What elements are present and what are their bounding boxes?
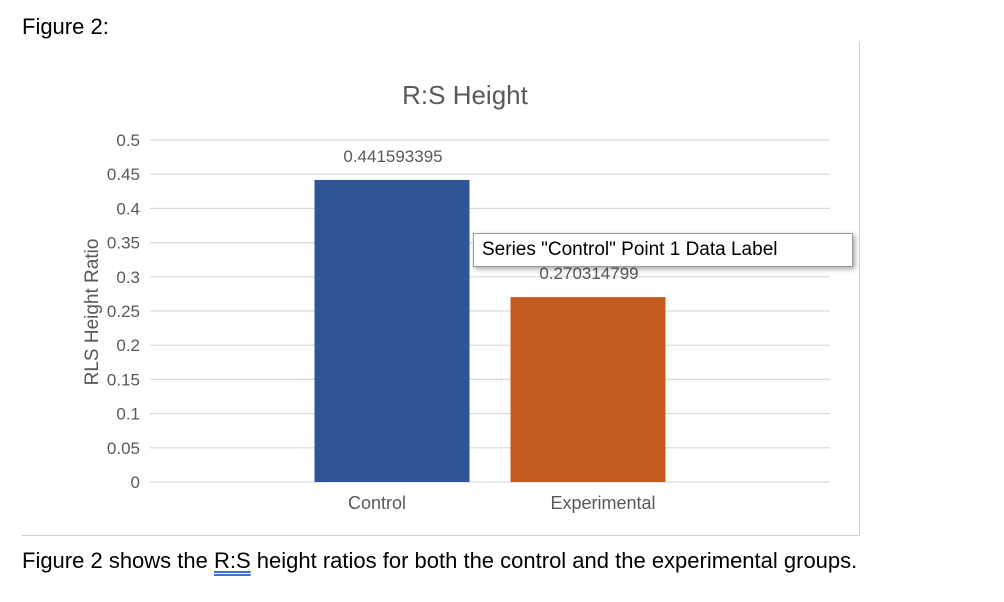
data-label-tooltip: Series "Control" Point 1 Data Label [473, 233, 853, 267]
y-tick-label: 0.4 [116, 199, 140, 218]
bars [314, 179, 666, 482]
y-tick-label: 0.1 [116, 405, 140, 424]
chart-area[interactable]: R:S Height RLS Height Ratio 0 0.05 0.1 0.15… [22, 42, 860, 536]
y-tick-label: 0.5 [116, 131, 140, 150]
y-tick-label: 0.05 [107, 439, 140, 458]
bar-experimental[interactable] [510, 297, 666, 482]
caption-underlined-word[interactable]: R:S [213, 548, 251, 573]
y-tick-label: 0 [131, 473, 140, 492]
figure-caption: Figure 2 shows the R:S height ratios for… [22, 548, 857, 574]
caption-text-end: height ratios for both the control and t… [250, 548, 858, 573]
y-tick-label: 0.15 [107, 370, 140, 389]
y-axis-title: RLS Height Ratio [82, 239, 103, 386]
y-tick-labels: 0 0.05 0.1 0.15 0.2 0.25 0.3 0.35 0.4 0.45 0.5 [107, 131, 140, 492]
caption-text-start: Figure 2 shows the [22, 548, 214, 573]
y-tick-label: 0.2 [116, 336, 140, 355]
figure-heading: Figure 2: [22, 14, 109, 39]
x-tick-label-control: Control [348, 493, 406, 513]
bar-control[interactable] [314, 179, 470, 482]
y-tick-label: 0.35 [107, 234, 140, 253]
x-tick-labels: Control Experimental [348, 493, 656, 513]
y-tick-label: 0.3 [116, 268, 140, 287]
x-tick-label-experimental: Experimental [550, 493, 655, 513]
y-tick-label: 0.25 [107, 302, 140, 321]
data-labels: 0.441593395 0.270314799 [343, 147, 638, 283]
y-tick-label: 0.45 [107, 165, 140, 184]
data-label-control[interactable]: 0.441593395 [343, 147, 442, 166]
data-label-experimental[interactable]: 0.270314799 [539, 264, 638, 283]
bar-chart[interactable]: R:S Height RLS Height Ratio 0 0.05 0.1 0.15… [22, 42, 860, 536]
chart-title: R:S Height [402, 80, 528, 110]
gridlines [150, 139, 830, 483]
